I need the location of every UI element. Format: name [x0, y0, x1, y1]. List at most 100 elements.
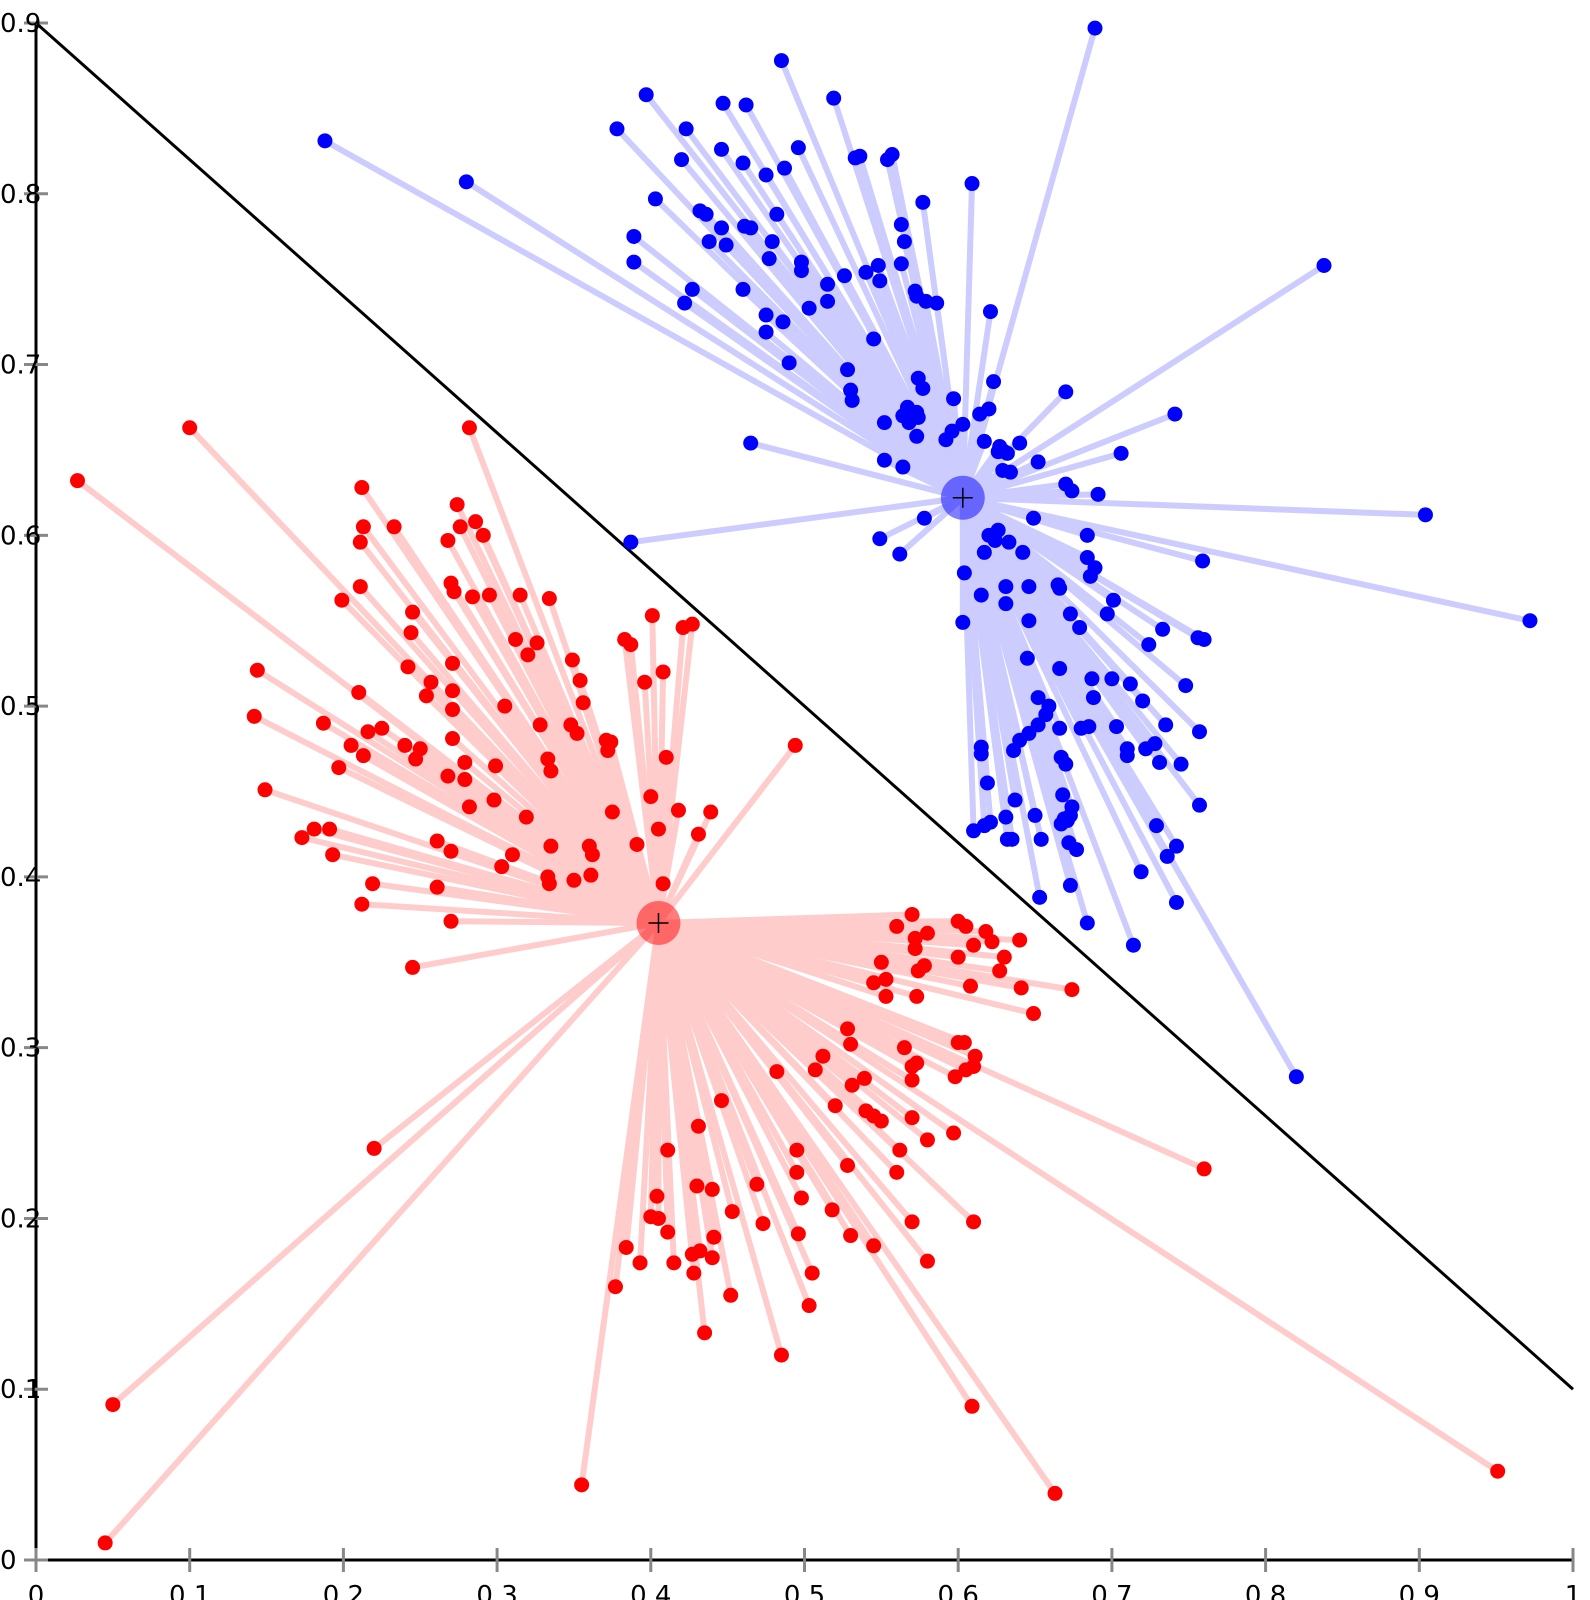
data-point — [755, 1216, 771, 1232]
data-point — [429, 879, 445, 895]
data-point — [1021, 613, 1037, 629]
data-point — [569, 725, 585, 741]
data-point — [494, 859, 510, 875]
cluster-link — [655, 919, 1037, 1017]
data-point — [445, 702, 461, 718]
data-point — [429, 833, 445, 849]
data-point — [946, 391, 962, 407]
data-point — [910, 963, 926, 979]
data-point — [790, 1226, 806, 1242]
data-point — [807, 1062, 823, 1078]
data-point — [644, 608, 660, 624]
data-point — [246, 708, 262, 724]
data-point — [1012, 435, 1028, 451]
data-point — [840, 362, 856, 378]
data-point — [701, 234, 717, 250]
data-point — [403, 625, 419, 641]
data-point — [1032, 889, 1048, 905]
data-point — [844, 1077, 860, 1093]
data-point — [475, 527, 491, 543]
data-point — [352, 579, 368, 595]
data-point — [1148, 818, 1164, 834]
cluster-link — [321, 137, 966, 501]
y-tick-label: 0.2 — [0, 1204, 41, 1234]
data-point — [984, 934, 1000, 950]
cluster-link — [959, 494, 1091, 926]
data-point — [686, 1265, 702, 1281]
data-point — [723, 1287, 739, 1303]
data-point — [637, 674, 653, 690]
data-point — [1109, 719, 1125, 735]
cluster-link — [959, 494, 1300, 1080]
data-point — [249, 662, 265, 678]
data-point — [840, 1021, 856, 1037]
data-point — [820, 276, 836, 292]
data-point — [895, 459, 911, 475]
data-point — [1173, 756, 1189, 772]
data-point — [609, 121, 625, 137]
cluster-link — [627, 494, 966, 546]
cluster-link — [612, 919, 662, 1290]
data-point — [1064, 982, 1080, 998]
data-point — [758, 167, 774, 183]
data-point — [481, 587, 497, 603]
axes: 0 0.1 0.2 0.3 0.4 0.5 0.6 0.7 0.8 0.9 1 0 0.1 0.2 0.3 0… — [0, 9, 1581, 1600]
data-point — [446, 584, 462, 600]
data-point — [836, 268, 852, 284]
data-point — [866, 975, 882, 991]
data-point — [1099, 606, 1115, 622]
cluster-link — [434, 884, 662, 926]
data-point — [658, 749, 674, 765]
data-point — [1168, 838, 1184, 854]
data-point — [873, 1113, 889, 1129]
data-point — [876, 415, 892, 431]
data-point — [789, 1164, 805, 1180]
data-point — [1015, 544, 1031, 560]
data-point — [758, 324, 774, 340]
data-point — [674, 152, 690, 168]
data-point — [1159, 848, 1175, 864]
data-point — [958, 1062, 974, 1078]
data-point — [461, 799, 477, 815]
data-point — [804, 1265, 820, 1281]
data-point — [1062, 606, 1078, 622]
data-point — [650, 821, 666, 837]
data-point — [334, 592, 350, 608]
data-point — [1158, 717, 1174, 733]
cluster-link — [655, 919, 785, 1359]
data-point — [1490, 1463, 1506, 1479]
data-point — [724, 1204, 740, 1220]
cluster-link — [463, 178, 966, 501]
cluster-link — [959, 494, 1203, 735]
data-point — [878, 988, 894, 1004]
y-tick-label: 0.3 — [0, 1034, 41, 1064]
data-point — [607, 1279, 623, 1295]
data-point — [915, 380, 931, 396]
data-point — [1105, 592, 1121, 608]
data-point — [847, 150, 863, 166]
data-point — [1026, 510, 1042, 526]
data-point — [801, 300, 817, 316]
data-point — [1192, 724, 1208, 740]
data-point — [626, 228, 642, 244]
data-point — [777, 160, 793, 176]
data-point — [858, 264, 874, 280]
data-point — [773, 1347, 789, 1363]
cluster-link — [959, 494, 1203, 809]
data-point — [979, 775, 995, 791]
data-point — [351, 684, 367, 700]
cluster-link — [959, 494, 1429, 518]
data-point — [1058, 756, 1074, 772]
cluster-link — [655, 919, 931, 1143]
data-point — [508, 632, 524, 648]
data-point — [315, 715, 331, 731]
data-point — [992, 963, 1008, 979]
data-point — [649, 1188, 665, 1204]
data-point — [743, 220, 759, 236]
data-point — [445, 683, 461, 699]
data-point — [781, 355, 797, 371]
data-point — [966, 823, 982, 839]
cluster-link — [655, 621, 696, 926]
data-point — [938, 432, 954, 448]
